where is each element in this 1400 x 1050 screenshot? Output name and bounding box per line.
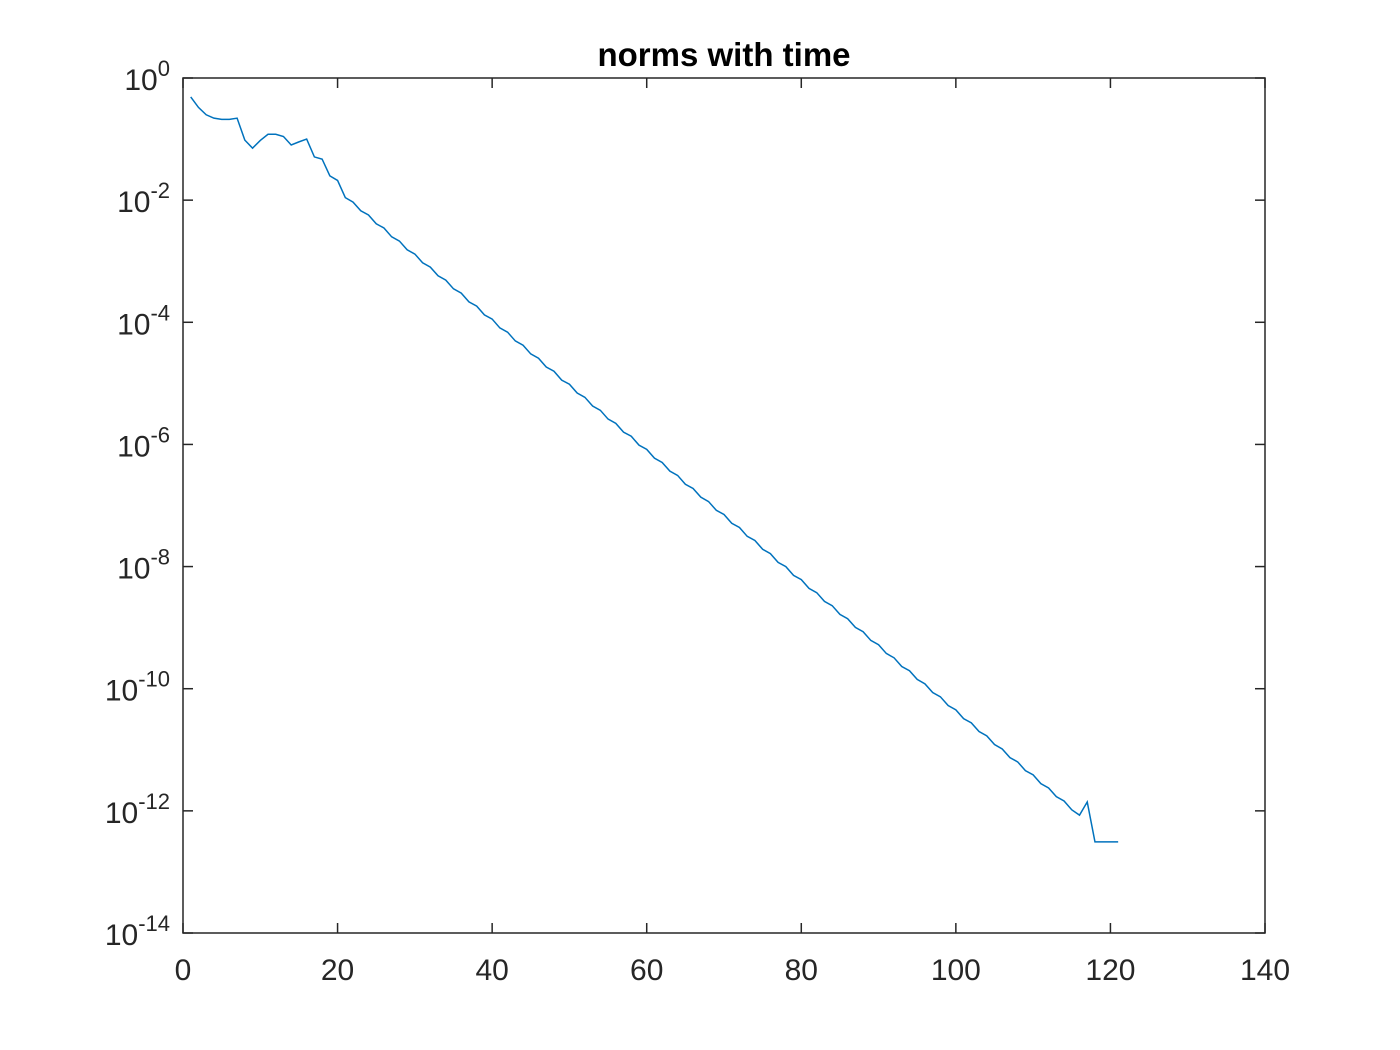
y-tick-exponent: -12 [138, 789, 170, 814]
y-tick-base: 10 [117, 186, 150, 219]
x-tick-label: 40 [475, 954, 508, 987]
data-line [190, 96, 1119, 843]
x-tick-label: 100 [931, 954, 981, 987]
x-tick-label: 0 [175, 954, 192, 987]
y-tick-exponent: -6 [150, 422, 170, 447]
x-tick-label: 60 [630, 954, 663, 987]
y-tick-label: 10-14 [105, 911, 170, 952]
y-tick-exponent: 0 [158, 56, 170, 81]
y-tick-label: 10-2 [117, 178, 170, 219]
y-tick-label: 10-4 [117, 300, 170, 341]
chart-title: norms with time [597, 36, 850, 73]
y-tick-label: 10-12 [105, 789, 170, 830]
y-tick-base: 10 [105, 919, 138, 952]
y-tick-exponent: -10 [138, 667, 170, 692]
x-tick-label: 140 [1240, 954, 1290, 987]
plot-frame [182, 77, 1266, 934]
x-tick-label: 80 [785, 954, 818, 987]
y-tick-label: 10-10 [105, 667, 170, 708]
y-tick-base: 10 [117, 553, 150, 586]
y-tick-exponent: -2 [150, 178, 170, 203]
y-tick-base: 10 [105, 675, 138, 708]
x-tick-label: 120 [1085, 954, 1135, 987]
y-tick-exponent: -14 [138, 911, 170, 936]
x-tick-label: 20 [321, 954, 354, 987]
y-tick-label: 100 [124, 56, 170, 97]
y-tick-base: 10 [117, 308, 150, 341]
y-tick-base: 10 [117, 430, 150, 463]
y-tick-label: 10-6 [117, 422, 170, 463]
y-tick-label: 10-8 [117, 545, 170, 586]
y-tick-base: 10 [124, 64, 157, 97]
y-tick-base: 10 [105, 797, 138, 830]
y-tick-exponent: -8 [150, 545, 170, 570]
y-tick-exponent: -4 [150, 300, 170, 325]
